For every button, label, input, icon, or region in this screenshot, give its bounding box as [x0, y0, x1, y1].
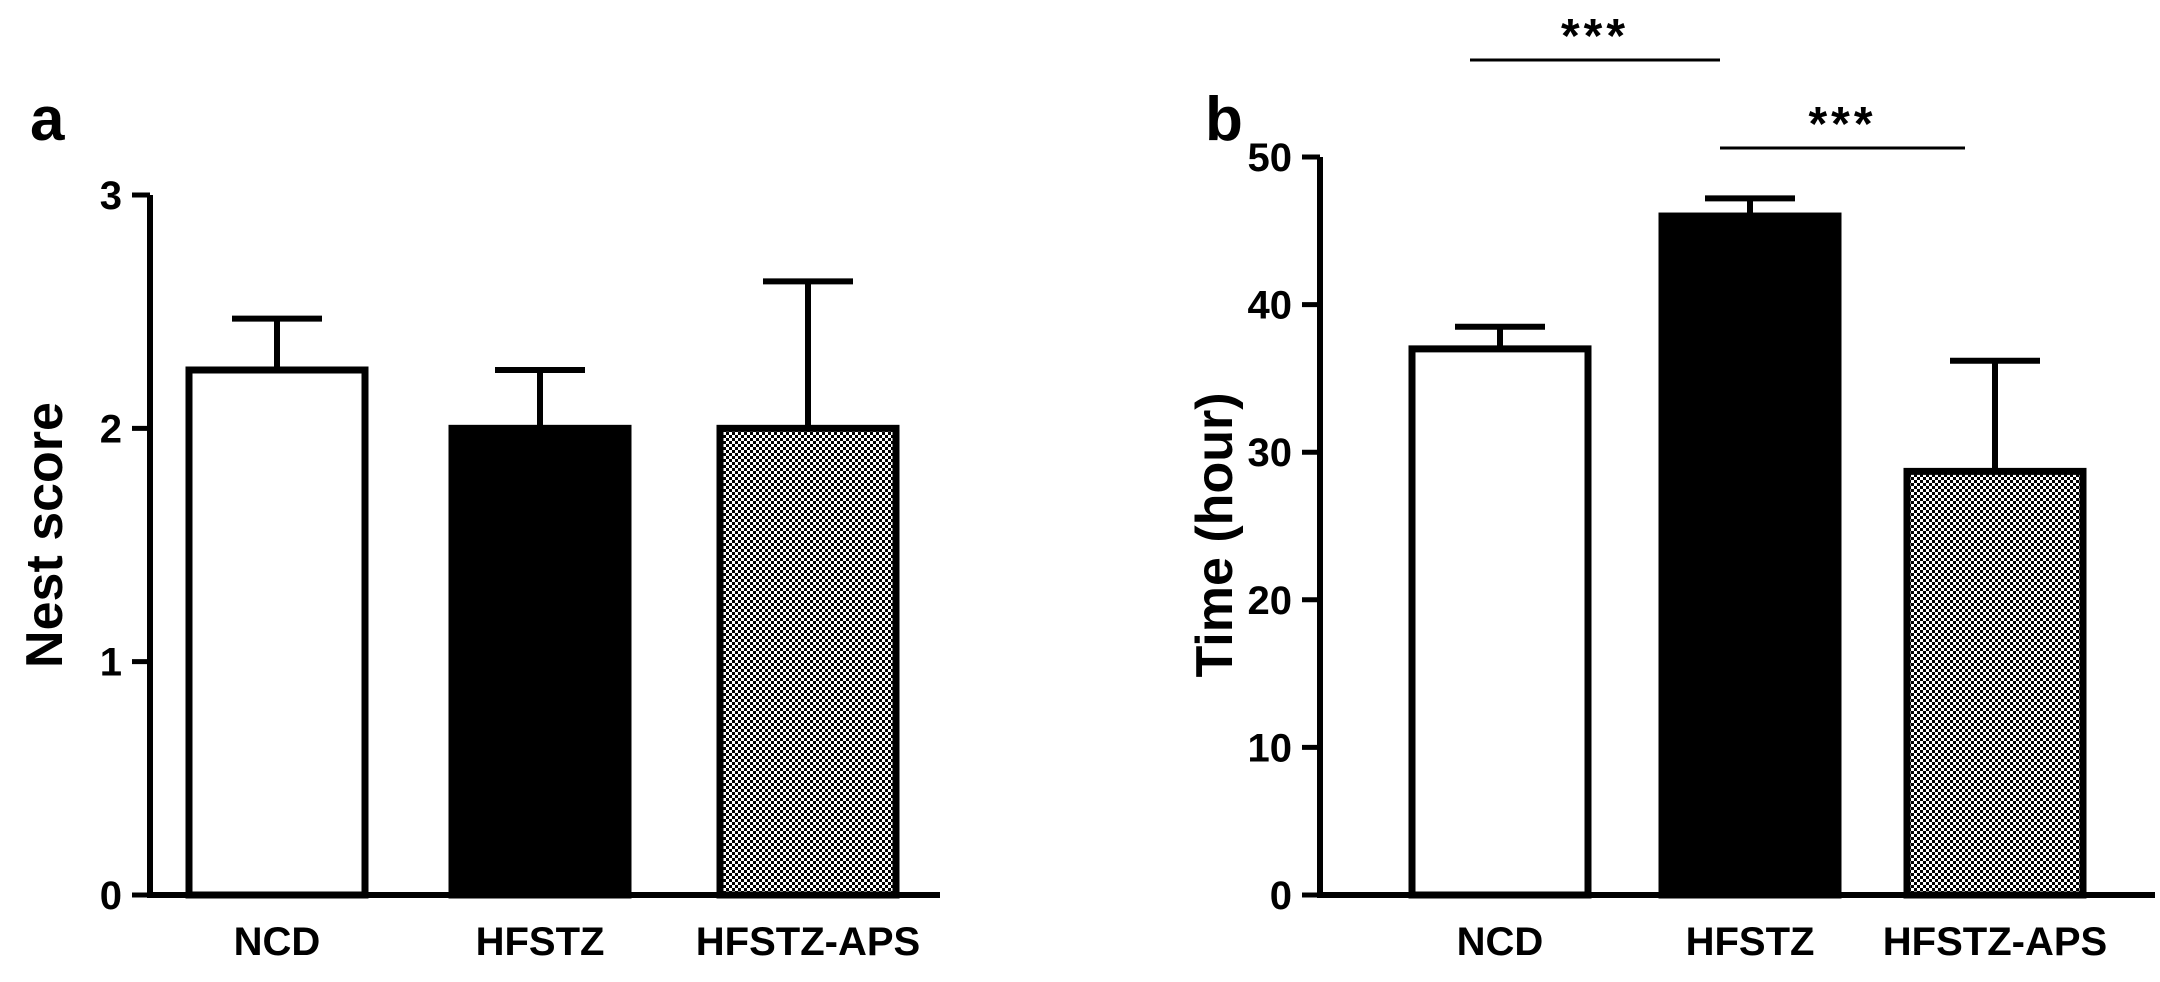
bar-b-hfstz-aps [1903, 467, 2087, 899]
bar-b-hfstz [1658, 212, 1842, 899]
bar-a-ncd [185, 366, 369, 899]
y-tick-label-b: 30 [1248, 431, 1293, 475]
annotations-b: *** *** [1470, 10, 1965, 151]
y-tick-label-a: 2 [100, 407, 122, 451]
y-tick-label-a: 1 [100, 641, 122, 685]
x-tick-label-b: HFSTZ-APS [1883, 920, 2107, 964]
x-axis-labels-a: NCD HFSTZ HFSTZ-APS [234, 920, 921, 964]
x-tick-label-b: NCD [1457, 920, 1544, 964]
panel-label-b: b [1205, 85, 1243, 154]
y-tick-label-b: 40 [1248, 284, 1293, 328]
x-tick-label-a: HFSTZ [476, 920, 605, 964]
x-tick-label-a: NCD [234, 920, 321, 964]
chart-panel-b: b Time (hour) 0 10 20 30 40 50 NCD HFSTZ HFSTZ-… [1186, 10, 2155, 964]
y-tick-label-b: 50 [1248, 136, 1293, 180]
bars-b [1408, 195, 2087, 899]
x-axis-labels-b: NCD HFSTZ HFSTZ-APS [1457, 920, 2108, 964]
panel-label-a: a [30, 85, 65, 154]
chart-panel-a: a Nest score 0 1 2 3 NCD HFSTZ HFSTZ-APS [16, 85, 940, 964]
y-tick-label-b: 20 [1248, 579, 1293, 623]
y-tick-label-b: 10 [1248, 726, 1293, 770]
y-tick-label-a: 3 [100, 174, 122, 218]
significance-label-b: *** [1561, 10, 1629, 63]
x-tick-label-b: HFSTZ [1686, 920, 1815, 964]
bar-a-hfstz-aps [716, 424, 900, 899]
y-axis-title-a: Nest score [16, 402, 74, 668]
y-tick-label-b: 0 [1270, 874, 1292, 918]
significance-label-b: *** [1808, 98, 1876, 151]
bars-a [185, 278, 900, 899]
x-tick-label-a: HFSTZ-APS [696, 920, 920, 964]
y-tick-label-a: 0 [100, 874, 122, 918]
bar-b-ncd [1408, 345, 1592, 899]
y-axis-title-b: Time (hour) [1186, 392, 1244, 677]
bar-a-hfstz [448, 424, 632, 899]
